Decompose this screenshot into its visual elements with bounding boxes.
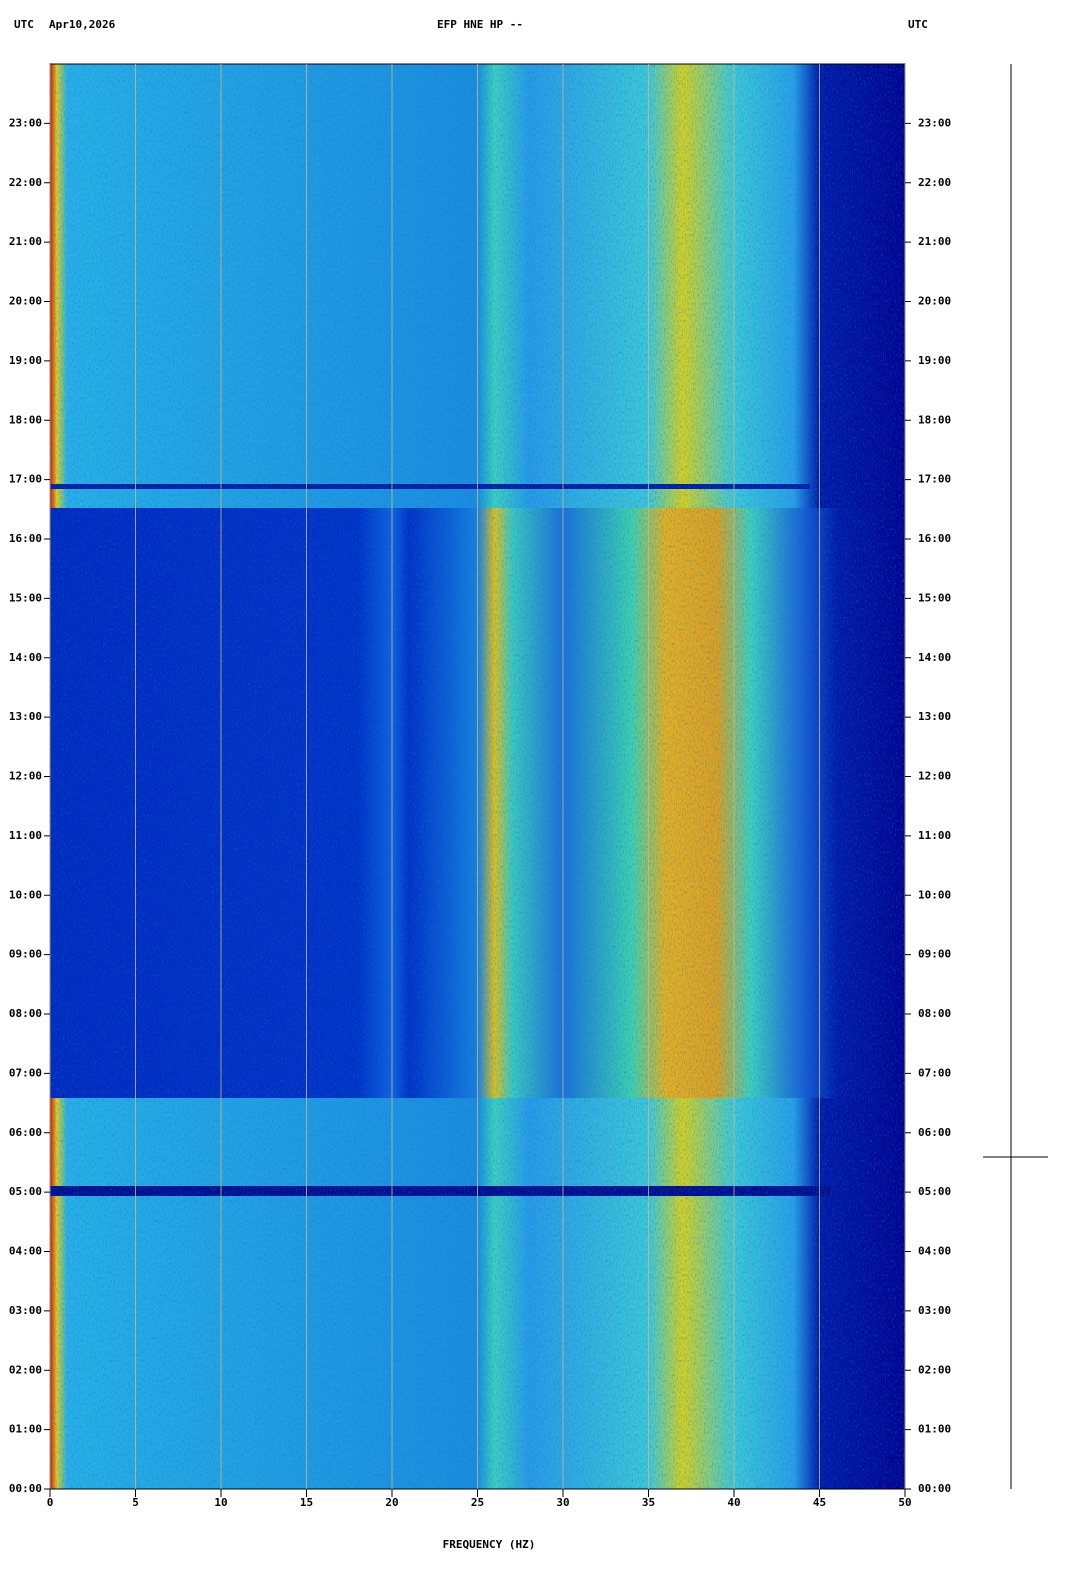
x-tick-label: 15: [300, 1496, 313, 1509]
y-tick-label: 19:00: [9, 354, 42, 367]
y-tick-label-right: 17:00: [918, 473, 951, 486]
x-axis-label: FREQUENCY (HZ): [443, 1538, 536, 1551]
y-tick-label-right: 03:00: [918, 1304, 951, 1317]
y-tick-label: 21:00: [9, 235, 42, 248]
y-tick-label-right: 11:00: [918, 829, 951, 842]
x-tick-label: 30: [556, 1496, 569, 1509]
x-tick-label: 5: [132, 1496, 139, 1509]
y-tick-label: 03:00: [9, 1304, 42, 1317]
y-tick-label-right: 06:00: [918, 1126, 951, 1139]
y-tick-label-right: 12:00: [918, 770, 951, 783]
x-tick-label: 20: [385, 1496, 398, 1509]
y-tick-label: 02:00: [9, 1363, 42, 1376]
y-tick-label: 07:00: [9, 1066, 42, 1079]
y-tick-label-right: 08:00: [918, 1007, 951, 1020]
header-date: Apr10,2026: [49, 18, 116, 31]
y-tick-label-right: 18:00: [918, 413, 951, 426]
y-tick-label: 16:00: [9, 532, 42, 545]
y-tick-label: 20:00: [9, 295, 42, 308]
y-tick-label-right: 21:00: [918, 235, 951, 248]
x-tick-label: 35: [642, 1496, 655, 1509]
y-tick-label: 10:00: [9, 888, 42, 901]
y-tick-label: 00:00: [9, 1482, 42, 1495]
y-tick-label-right: 20:00: [918, 295, 951, 308]
y-tick-label: 18:00: [9, 413, 42, 426]
y-tick-label: 12:00: [9, 770, 42, 783]
y-tick-label: 04:00: [9, 1245, 42, 1258]
x-tick-label: 40: [727, 1496, 740, 1509]
y-tick-label-right: 14:00: [918, 651, 951, 664]
y-tick-label: 23:00: [9, 116, 42, 129]
x-tick-label: 25: [471, 1496, 484, 1509]
y-tick-label-right: 23:00: [918, 116, 951, 129]
y-tick-label: 11:00: [9, 829, 42, 842]
x-tick-label: 0: [47, 1496, 54, 1509]
y-tick-label: 08:00: [9, 1007, 42, 1020]
y-tick-label-right: 05:00: [918, 1185, 951, 1198]
header-utc: UTC: [14, 18, 34, 31]
y-tick-label-right: 09:00: [918, 948, 951, 961]
x-tick-label: 10: [214, 1496, 227, 1509]
y-tick-label: 22:00: [9, 176, 42, 189]
y-tick-label: 17:00: [9, 473, 42, 486]
y-tick-label-right: 19:00: [918, 354, 951, 367]
x-tick-label: 45: [813, 1496, 826, 1509]
y-tick-label-right: 13:00: [918, 710, 951, 723]
y-tick-label-right: 15:00: [918, 591, 951, 604]
x-tick-label: 50: [898, 1496, 911, 1509]
y-tick-label-right: 02:00: [918, 1363, 951, 1376]
y-tick-label-right: 04:00: [918, 1245, 951, 1258]
y-tick-label: 01:00: [9, 1423, 42, 1436]
header-utc-right: UTC: [908, 18, 928, 31]
y-tick-label-right: 22:00: [918, 176, 951, 189]
y-tick-label: 09:00: [9, 948, 42, 961]
y-tick-label-right: 10:00: [918, 888, 951, 901]
y-tick-label: 06:00: [9, 1126, 42, 1139]
y-tick-label: 13:00: [9, 710, 42, 723]
y-tick-label: 05:00: [9, 1185, 42, 1198]
y-tick-label-right: 00:00: [918, 1482, 951, 1495]
y-tick-label-right: 16:00: [918, 532, 951, 545]
y-tick-label-right: 07:00: [918, 1066, 951, 1079]
y-tick-label: 14:00: [9, 651, 42, 664]
y-tick-label-right: 01:00: [918, 1423, 951, 1436]
y-tick-label: 15:00: [9, 591, 42, 604]
chart-title: EFP HNE HP --: [437, 18, 523, 31]
